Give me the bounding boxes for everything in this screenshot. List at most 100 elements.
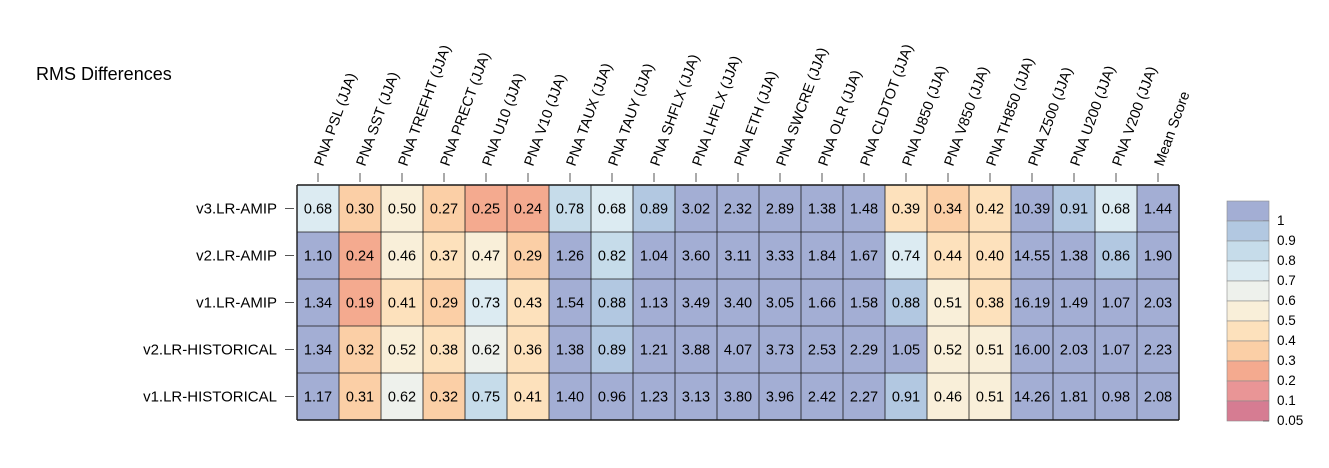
column-label: PNA TAUY (JJA) <box>606 61 658 168</box>
heatmap-cell <box>591 326 633 373</box>
heatmap-cell <box>423 326 465 373</box>
heatmap-cell <box>675 326 717 373</box>
colorbar-label: 0.8 <box>1277 253 1296 268</box>
heatmap-cell <box>1137 279 1179 326</box>
cell-value: 1.58 <box>850 296 878 312</box>
colorbar-label: 1 <box>1277 213 1285 228</box>
column-label: PNA OLR (JJA) <box>816 68 865 168</box>
heatmap-cell <box>843 326 885 373</box>
heatmap-cell <box>549 232 591 279</box>
heatmap-cell <box>381 373 423 420</box>
heatmap-cell <box>801 326 843 373</box>
cell-value: 0.47 <box>472 249 500 265</box>
cell-value: 1.81 <box>1060 390 1088 406</box>
column-labels: PNA PSL (JJA)PNA SST (JJA)PNA TREFHT (JJ… <box>312 42 1194 182</box>
heatmap-cell <box>801 185 843 232</box>
heatmap-cell <box>1053 185 1095 232</box>
cell-value: 0.51 <box>934 296 962 312</box>
cell-value: 0.27 <box>430 202 458 218</box>
cell-value: 3.96 <box>766 390 794 406</box>
heatmap-cell <box>423 373 465 420</box>
heatmap-cell <box>717 232 759 279</box>
cell-value: 2.32 <box>724 202 752 218</box>
cell-value: 0.24 <box>514 202 542 218</box>
heatmap-cell <box>1137 326 1179 373</box>
row-label: v2.LR-AMIP <box>196 248 277 265</box>
colorbar-label: 0.2 <box>1277 373 1296 388</box>
heatmap-cell <box>885 326 927 373</box>
row-label: v1.LR-HISTORICAL <box>143 389 277 406</box>
colorbar-swatch <box>1226 220 1270 242</box>
cell-value: 1.34 <box>304 343 332 359</box>
colorbar-swatch <box>1226 380 1270 402</box>
heatmap-cell <box>465 185 507 232</box>
cell-value: 2.03 <box>1060 343 1088 359</box>
cell-value: 0.37 <box>430 249 458 265</box>
cell-value: 3.60 <box>682 249 710 265</box>
heatmap-cell <box>549 279 591 326</box>
heatmap-cell <box>969 232 1011 279</box>
column-label: PNA U10 (JJA) <box>480 71 528 168</box>
cell-value: 1.90 <box>1144 249 1172 265</box>
row-label: v2.LR-HISTORICAL <box>143 342 277 359</box>
cell-value: 0.32 <box>346 343 374 359</box>
heatmap-cell <box>1095 232 1137 279</box>
heatmap-cell <box>1137 232 1179 279</box>
heatmap-cell <box>1053 326 1095 373</box>
cell-value: 3.73 <box>766 343 794 359</box>
colorbar-swatch <box>1226 280 1270 302</box>
cell-value: 1.38 <box>808 202 836 218</box>
cell-value: 0.43 <box>514 296 542 312</box>
cell-value: 0.74 <box>892 249 920 265</box>
heatmap-cell <box>675 279 717 326</box>
colorbar-swatch <box>1226 240 1270 262</box>
column-label: PNA V200 (JJA) <box>1110 64 1161 168</box>
heatmap-cell <box>591 232 633 279</box>
cell-value: 0.29 <box>514 249 542 265</box>
heatmap-cell <box>675 185 717 232</box>
cell-value: 0.78 <box>556 202 584 218</box>
heatmap-cell <box>801 373 843 420</box>
cell-value: 0.30 <box>346 202 374 218</box>
heatmap-cell <box>1095 279 1137 326</box>
cell-value: 3.88 <box>682 343 710 359</box>
column-label: PNA SST (JJA) <box>354 70 403 168</box>
cell-value: 0.62 <box>472 343 500 359</box>
cell-value: 4.07 <box>724 343 752 359</box>
cell-value: 1.04 <box>640 249 668 265</box>
cell-value: 2.89 <box>766 202 794 218</box>
row-labels: v3.LR-AMIP v2.LR-AMIP v1.LR-AMIP v2.LR-HIST… <box>143 201 294 406</box>
heatmap-cell <box>717 326 759 373</box>
colorbar-label: 0.5 <box>1277 313 1296 328</box>
colorbar-swatch <box>1226 400 1270 422</box>
row-label: v1.LR-AMIP <box>196 295 277 312</box>
heatmap-cell <box>843 185 885 232</box>
heatmap-cell <box>1095 326 1137 373</box>
cell-value: 0.68 <box>1102 202 1130 218</box>
cell-value: 0.46 <box>934 390 962 406</box>
column-label: PNA U200 (JJA) <box>1068 64 1119 169</box>
colorbar-label: 0.3 <box>1277 353 1296 368</box>
column-label: PNA V10 (JJA) <box>522 72 570 168</box>
cell-value: 1.17 <box>304 390 332 406</box>
cell-value: 1.07 <box>1102 343 1130 359</box>
cell-value: 1.34 <box>304 296 332 312</box>
heatmap-cell <box>885 232 927 279</box>
cell-value: 0.44 <box>934 249 962 265</box>
colorbar: 1 0.9 0.8 0.7 0.6 0.5 0.4 0.3 0.2 0.1 0.05 <box>1226 200 1303 428</box>
cell-value: 0.46 <box>388 249 416 265</box>
cell-value: 0.19 <box>346 296 374 312</box>
heatmap-cell <box>549 326 591 373</box>
cell-value: 1.13 <box>640 296 668 312</box>
cell-value: 1.44 <box>1144 202 1172 218</box>
heatmap-cell <box>339 185 381 232</box>
cell-value: 0.41 <box>388 296 416 312</box>
colorbar-label: 0.9 <box>1277 233 1296 248</box>
colorbar-swatch <box>1226 320 1270 342</box>
cell-value: 0.73 <box>472 296 500 312</box>
cell-value: 0.75 <box>472 390 500 406</box>
column-label: PNA PSL (JJA) <box>312 71 360 168</box>
cell-value: 0.91 <box>892 390 920 406</box>
cell-value: 2.42 <box>808 390 836 406</box>
cell-value: 1.67 <box>850 249 878 265</box>
